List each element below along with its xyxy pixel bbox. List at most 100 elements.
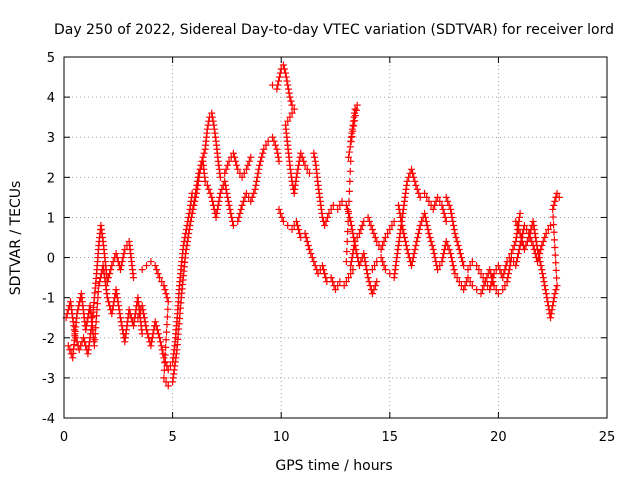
data-point bbox=[225, 157, 233, 165]
data-point-fill bbox=[336, 201, 344, 209]
data-point-fill bbox=[552, 286, 560, 294]
data-point bbox=[451, 229, 459, 237]
data-point bbox=[125, 306, 133, 314]
data-point-fill bbox=[280, 65, 288, 73]
data-point-fill bbox=[428, 242, 436, 250]
data-point bbox=[540, 278, 548, 286]
data-point-fill bbox=[343, 238, 351, 246]
data-point bbox=[332, 286, 339, 294]
data-point bbox=[355, 262, 363, 270]
data-point bbox=[486, 266, 494, 274]
data-point bbox=[516, 209, 524, 217]
data-point bbox=[95, 282, 103, 290]
data-point-fill bbox=[189, 205, 197, 213]
data-point bbox=[284, 221, 292, 229]
data-point-fill bbox=[398, 221, 406, 229]
data-point-fill bbox=[552, 266, 560, 274]
data-point-fill bbox=[148, 338, 156, 346]
data-point bbox=[273, 85, 281, 93]
data-point-fill bbox=[450, 221, 458, 229]
data-point-fill bbox=[226, 205, 234, 213]
data-point bbox=[156, 334, 164, 342]
data-point-fill bbox=[353, 234, 361, 241]
data-point-fill bbox=[404, 250, 412, 258]
x-tick-label: 10 bbox=[273, 430, 290, 445]
data-point bbox=[80, 334, 88, 342]
data-point-fill bbox=[439, 254, 447, 262]
data-point-fill bbox=[162, 378, 170, 386]
data-point bbox=[130, 322, 138, 330]
data-point-fill bbox=[395, 205, 403, 213]
data-point bbox=[416, 193, 424, 201]
data-point bbox=[82, 326, 90, 334]
data-point-fill bbox=[185, 225, 193, 233]
data-point-fill bbox=[515, 225, 523, 233]
data-point bbox=[377, 246, 385, 254]
data-point-fill bbox=[466, 278, 474, 286]
data-point-fill bbox=[454, 242, 462, 250]
data-point bbox=[377, 254, 385, 262]
data-point-fill bbox=[424, 225, 432, 233]
data-point bbox=[288, 225, 296, 233]
data-point-fill bbox=[107, 266, 115, 274]
data-point-fill bbox=[450, 266, 458, 274]
data-point-fill bbox=[396, 209, 404, 217]
data-point bbox=[116, 314, 124, 322]
data-point-fill bbox=[154, 270, 162, 278]
data-point bbox=[438, 201, 446, 209]
data-point-fill bbox=[532, 234, 540, 241]
data-point-fill bbox=[427, 238, 435, 246]
data-point bbox=[282, 69, 290, 77]
data-point-fill bbox=[253, 177, 261, 185]
data-point bbox=[368, 290, 376, 298]
data-point-fill bbox=[480, 282, 488, 290]
data-point-fill bbox=[162, 336, 170, 344]
data-point-fill bbox=[160, 366, 168, 374]
data-point bbox=[412, 181, 420, 189]
data-point bbox=[442, 217, 450, 225]
data-point bbox=[473, 262, 481, 270]
data-point-fill bbox=[109, 306, 117, 314]
data-point-fill bbox=[300, 157, 308, 165]
data-point bbox=[503, 278, 511, 286]
data-point-fill bbox=[347, 221, 355, 229]
data-point bbox=[547, 314, 555, 322]
data-point-fill bbox=[441, 213, 449, 221]
data-point bbox=[156, 274, 164, 282]
data-point bbox=[512, 262, 520, 270]
data-point-fill bbox=[453, 274, 461, 282]
data-point-fill bbox=[346, 143, 354, 151]
data-point-fill bbox=[349, 250, 357, 258]
data-point-fill bbox=[550, 294, 558, 302]
y-tick-label: 2 bbox=[47, 171, 55, 186]
data-point bbox=[403, 246, 411, 254]
data-point-fill bbox=[216, 193, 224, 201]
data-point-fill bbox=[447, 254, 455, 262]
data-point-fill bbox=[343, 248, 351, 256]
data-point-fill bbox=[514, 250, 522, 258]
data-point-fill bbox=[116, 310, 124, 318]
data-point bbox=[275, 157, 283, 165]
plot-frame bbox=[63, 56, 608, 419]
data-point-fill bbox=[304, 242, 312, 250]
data-point bbox=[345, 153, 353, 161]
data-point-fill bbox=[208, 113, 216, 121]
data-point bbox=[216, 189, 224, 197]
data-point-fill bbox=[113, 290, 121, 298]
data-point bbox=[408, 262, 416, 270]
data-point-fill bbox=[351, 117, 359, 125]
data-point-fill bbox=[431, 201, 439, 209]
data-point bbox=[338, 197, 346, 205]
data-point bbox=[164, 382, 172, 390]
data-point-fill bbox=[270, 137, 278, 145]
data-point bbox=[310, 258, 318, 266]
data-point-fill bbox=[195, 173, 203, 181]
data-point bbox=[112, 286, 120, 294]
data-point-fill bbox=[487, 270, 495, 278]
data-point-fill bbox=[517, 234, 525, 241]
data-point-fill bbox=[196, 169, 204, 177]
data-point-fill bbox=[461, 282, 469, 290]
data-point-fill bbox=[184, 234, 192, 241]
data-point-fill bbox=[252, 181, 260, 189]
data-point-fill bbox=[92, 318, 100, 326]
